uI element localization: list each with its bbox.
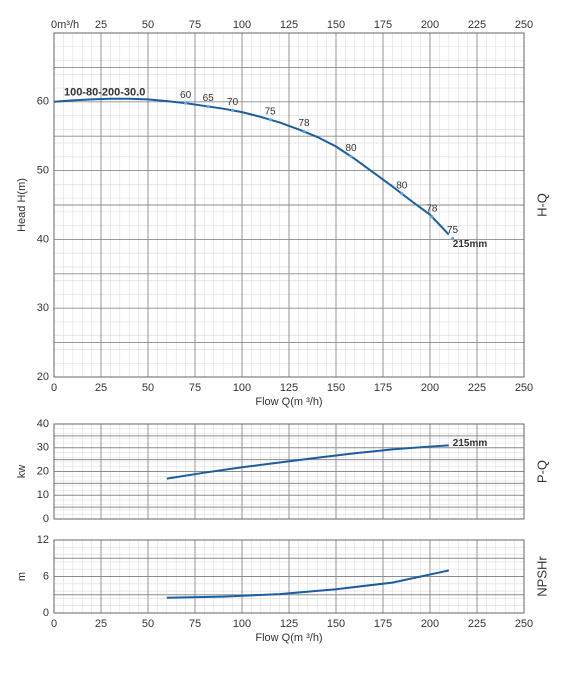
y-axis-label: m [16, 572, 28, 581]
x-tick-label: 100 [233, 618, 251, 630]
efficiency-label: 80 [396, 180, 408, 191]
efficiency-label: 75 [447, 225, 459, 236]
x-tick-label: 25 [95, 382, 107, 394]
plot-frame [53, 32, 525, 378]
series-line [166, 569, 450, 599]
efficiency-point [400, 192, 404, 196]
plot-frame [53, 539, 525, 614]
x-tick-label: 250 [515, 382, 533, 394]
x-tick-label: 175 [374, 618, 392, 630]
y-tick-label: 12 [37, 534, 49, 546]
efficiency-point [430, 215, 434, 219]
y-tick-label: 0 [43, 607, 49, 619]
x-tick-label: 50 [142, 618, 154, 630]
efficiency-label: 60 [180, 90, 192, 101]
side-label: P-Q [534, 460, 549, 483]
efficiency-point [302, 129, 306, 134]
y-tick-label: 0 [43, 513, 49, 525]
x-tick-label: 50 [142, 382, 154, 394]
x-tick-label: 150 [327, 382, 345, 394]
efficiency-label: 78 [426, 203, 438, 214]
top-x-tick-label: 175 [374, 19, 392, 31]
top-x-tick-label: 100 [233, 19, 251, 31]
side-label: NPSHr [534, 556, 549, 597]
x-tick-label: 150 [327, 618, 345, 630]
efficiency-label: 78 [298, 118, 310, 129]
series-line [53, 97, 450, 236]
top-x-tick-label: 225 [468, 19, 486, 31]
y-tick-label: 40 [37, 418, 49, 430]
top-x-tick-label: 75 [189, 19, 201, 31]
x-tick-label: 200 [421, 618, 439, 630]
efficiency-label: 70 [227, 97, 239, 108]
efficiency-label: 80 [345, 143, 357, 154]
y-axis-label: kw [16, 465, 28, 479]
x-tick-label: 0 [51, 382, 57, 394]
y-tick-label: 30 [37, 302, 49, 314]
y-tick-label: 20 [37, 371, 49, 383]
y-axis-label: Head H(m) [16, 178, 28, 232]
x-tick-label: 225 [468, 618, 486, 630]
y-tick-label: 40 [37, 233, 49, 245]
series-label: 215mm [453, 239, 488, 250]
x-tick-label: 25 [95, 618, 107, 630]
efficiency-point [206, 104, 210, 109]
series-line [166, 444, 449, 480]
efficiency-label: 75 [265, 106, 277, 117]
efficiency-point [231, 108, 235, 112]
y-tick-label: 10 [37, 489, 49, 501]
efficiency-point [184, 101, 188, 105]
top-x-tick-label: 0m³/h [51, 19, 79, 31]
top-x-tick-label: 125 [280, 19, 298, 31]
x-tick-label: 250 [515, 618, 533, 630]
top-x-tick-label: 250 [515, 19, 533, 31]
x-tick-label: 225 [468, 382, 486, 394]
series-label: 215mm [453, 438, 488, 449]
efficiency-point [450, 236, 455, 241]
y-tick-label: 20 [37, 465, 49, 477]
x-tick-label: 100 [233, 382, 251, 394]
efficiency-point [268, 118, 272, 122]
x-axis-label: Flow Q(m ³/h) [255, 396, 322, 408]
top-x-tick-label: 150 [327, 19, 345, 31]
top-x-tick-label: 50 [142, 19, 154, 31]
efficiency-label: 65 [203, 93, 215, 104]
x-tick-label: 0 [51, 618, 57, 630]
model-label: 100-80-200-30.0 [64, 87, 145, 99]
x-tick-label: 175 [374, 382, 392, 394]
y-tick-label: 30 [37, 442, 49, 454]
x-tick-label: 75 [189, 382, 201, 394]
top-x-tick-label: 25 [95, 19, 107, 31]
top-x-tick-label: 200 [421, 19, 439, 31]
y-tick-label: 6 [43, 570, 49, 582]
plot-frame [53, 423, 525, 520]
y-tick-label: 60 [37, 96, 49, 108]
y-tick-label: 50 [37, 165, 49, 177]
x-axis-label: Flow Q(m ³/h) [255, 632, 322, 644]
efficiency-point [349, 154, 353, 159]
x-tick-label: 75 [189, 618, 201, 630]
side-label: H-Q [534, 193, 549, 217]
x-tick-label: 125 [280, 382, 298, 394]
x-tick-label: 200 [421, 382, 439, 394]
x-tick-label: 125 [280, 618, 298, 630]
